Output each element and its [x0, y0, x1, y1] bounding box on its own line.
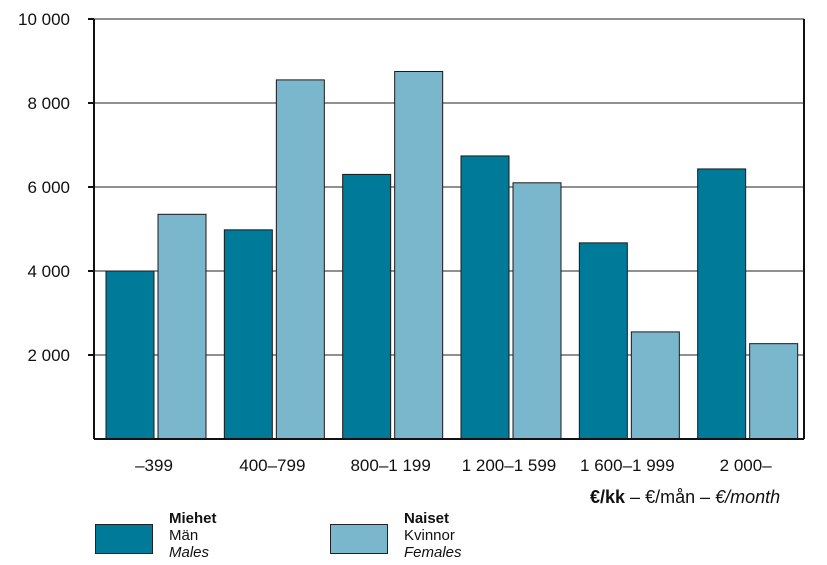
bar: [749, 343, 799, 440]
legend-swatch-females: [330, 524, 388, 554]
unit-sep-1: –: [625, 487, 646, 507]
unit-sv: €/mån: [645, 487, 696, 507]
unit-en: €/month: [715, 487, 781, 507]
legend-label-en: Females: [404, 544, 462, 561]
legend-item-females: Naiset Kvinnor Females: [330, 510, 462, 561]
y-tick-label: 8 000: [27, 94, 70, 113]
bar: [105, 270, 155, 440]
x-tick-label: 800–1 199: [350, 456, 430, 475]
unit-sep-2: –: [695, 487, 716, 507]
bar: [697, 168, 747, 440]
bar: [394, 71, 444, 440]
x-tick-label: –399: [135, 456, 173, 475]
bar: [460, 155, 510, 440]
bar: [157, 213, 207, 440]
x-tick-label: 1 600–1 999: [580, 456, 675, 475]
x-tick-label: 2 000–: [720, 456, 773, 475]
bar: [342, 173, 392, 440]
bar: [630, 331, 680, 440]
legend-label-sv: Kvinnor: [404, 527, 455, 544]
bar: [512, 182, 562, 440]
y-tick-label: 2 000: [27, 346, 70, 365]
x-tick-label: 400–799: [239, 456, 305, 475]
bar: [275, 79, 325, 440]
legend-swatch-males: [95, 524, 153, 554]
bar: [223, 229, 273, 440]
legend-item-males: Miehet Män Males: [95, 510, 217, 561]
y-tick-label: 10 000: [18, 10, 70, 29]
legend-label-fi: Naiset: [404, 510, 450, 527]
unit-fi: €/kk: [590, 487, 626, 507]
x-tick-label: 1 200–1 599: [462, 456, 557, 475]
legend-label-fi: Miehet: [169, 510, 217, 527]
legend-label-en: Males: [169, 544, 210, 561]
y-tick-label: 6 000: [27, 178, 70, 197]
x-axis-unit-label: €/kk – €/mån – €/month: [590, 487, 780, 508]
bar: [578, 242, 628, 440]
y-tick-label: 4 000: [27, 262, 70, 281]
legend-label-sv: Män: [169, 527, 199, 544]
